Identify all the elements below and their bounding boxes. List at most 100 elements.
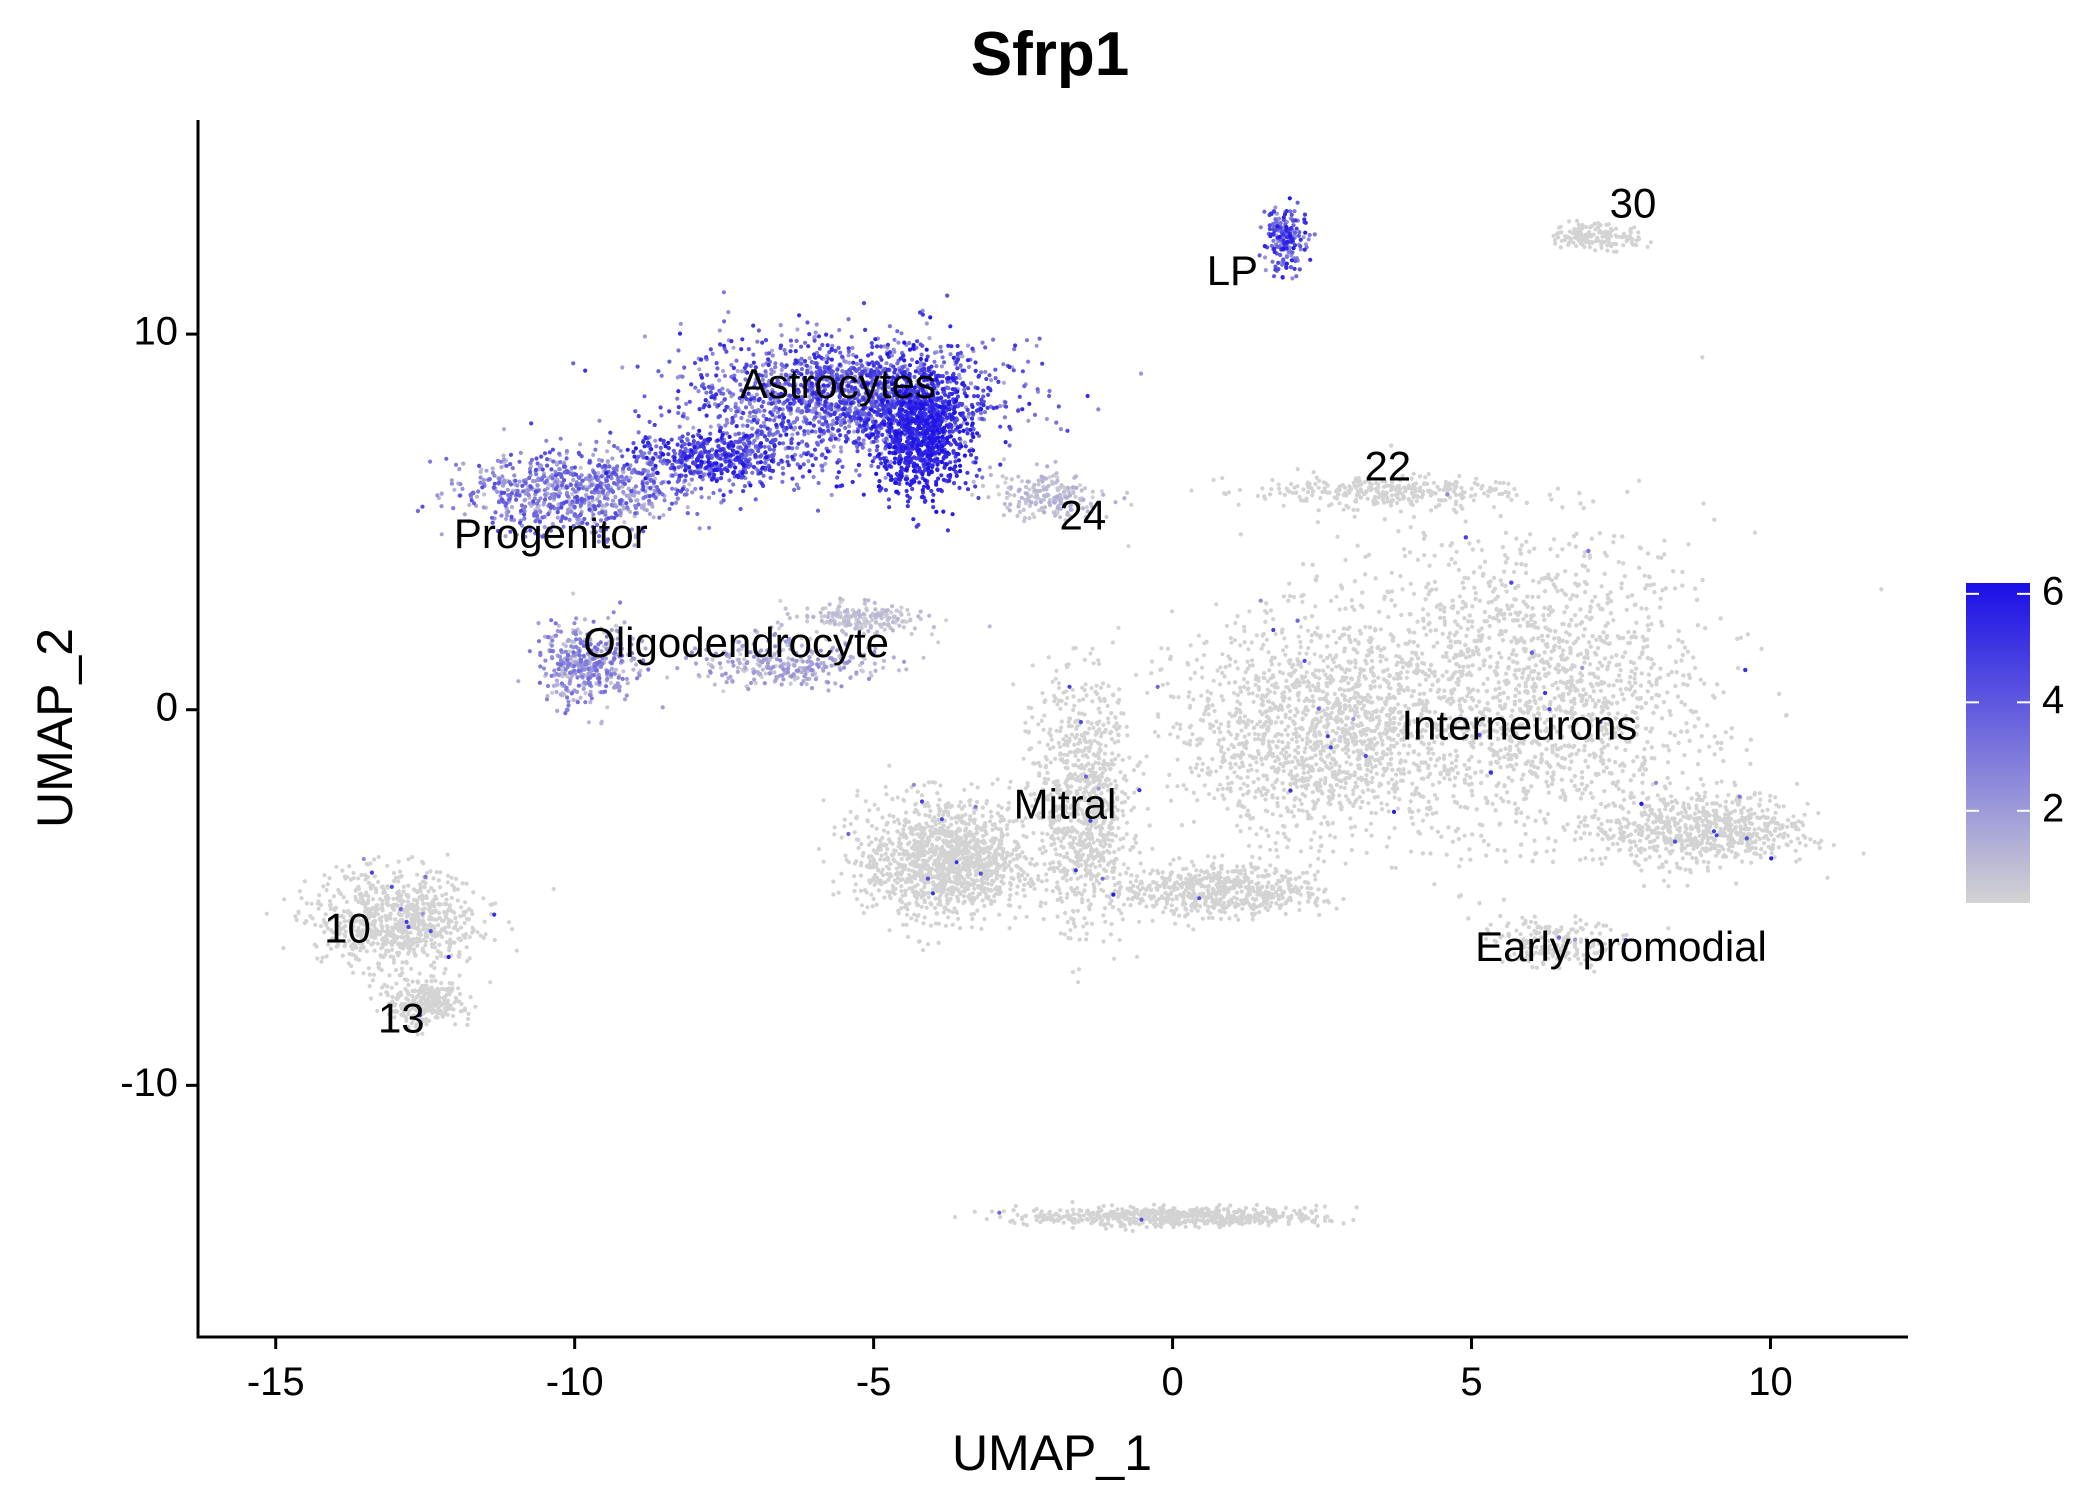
cell-point: [1292, 774, 1297, 780]
cell-point: [1382, 767, 1387, 772]
cell-point: [1519, 810, 1524, 816]
cell-point: [1338, 734, 1343, 740]
cell-point: [1479, 486, 1484, 491]
cell-point: [1416, 656, 1421, 661]
cell-point: [1411, 493, 1416, 498]
cell-point: [1364, 732, 1369, 737]
cell-point: [1330, 728, 1336, 734]
cell-point: [1414, 493, 1419, 498]
cell-point: [1648, 240, 1653, 245]
cell-point: [1530, 859, 1535, 864]
cell-point: [1494, 783, 1499, 788]
cell-point: [1734, 881, 1739, 886]
cell-point: [1464, 672, 1470, 677]
cell-point: [1506, 494, 1511, 499]
cell-point: [1455, 610, 1460, 615]
cell-point: [1165, 681, 1170, 686]
cell-point: [1506, 490, 1511, 495]
cell-point: [1295, 467, 1300, 472]
cell-point: [1294, 490, 1299, 495]
cell-point: [1409, 694, 1414, 699]
cell-point: [1654, 682, 1659, 687]
cell-point: [1406, 485, 1411, 490]
cell-point: [1264, 610, 1269, 616]
cell-point: [1356, 683, 1361, 689]
cell-point: [1529, 669, 1534, 675]
cell-point: [1593, 594, 1598, 599]
cell-point: [1426, 750, 1431, 756]
cell-point: [1363, 554, 1368, 560]
cell-point: [1341, 507, 1346, 512]
cell-point: [1438, 615, 1443, 621]
cell-point: [1295, 784, 1300, 789]
cell-point: [1453, 748, 1458, 754]
cell-point: [1319, 821, 1324, 826]
cell-point: [1523, 649, 1528, 654]
cell-point: [1525, 815, 1530, 820]
cell-point: [1515, 806, 1521, 811]
cell-point: [1344, 771, 1349, 776]
cell-point: [1215, 668, 1220, 673]
cell-point: [1519, 777, 1524, 782]
cell-point: [1396, 682, 1401, 687]
cell-point: [1268, 676, 1273, 681]
cell-point: [1511, 767, 1516, 772]
cell-point: [1567, 219, 1572, 224]
cell-point: [1432, 579, 1437, 585]
cell-point: [1613, 226, 1619, 231]
cell-point: [1507, 748, 1513, 753]
cell-point: [1408, 799, 1413, 804]
cell-point: [1292, 804, 1297, 809]
cell-point: [1171, 695, 1176, 700]
cell-point: [1712, 752, 1717, 757]
cell-point: [1560, 621, 1565, 627]
cell-point: [1564, 668, 1569, 673]
cell-point: [1632, 676, 1637, 681]
cell-point: [1375, 794, 1380, 799]
cell-point: [1455, 826, 1461, 831]
cell-point: [1582, 660, 1587, 665]
cell-point: [1383, 479, 1388, 484]
cell-point: [1429, 508, 1434, 513]
cell-point: [1468, 775, 1473, 780]
cell-point: [1440, 654, 1446, 659]
cell-point: [1265, 777, 1270, 782]
cell-point: [1576, 824, 1581, 829]
cell-point: [1699, 734, 1704, 739]
cell-point: [1325, 676, 1330, 681]
cell-point: [1394, 671, 1400, 677]
cell-point: [1600, 234, 1605, 239]
cell-point: [1324, 644, 1330, 649]
cell-point: [1590, 795, 1595, 800]
cell-point: [1342, 785, 1347, 790]
cell-point: [1301, 487, 1306, 492]
cell-point: [1312, 830, 1317, 835]
cell-point: [1411, 591, 1417, 597]
cell-point: [1406, 751, 1411, 756]
cell-point: [1624, 686, 1629, 691]
cell-point: [1442, 619, 1447, 624]
cell-point: [1286, 837, 1291, 843]
cell-point: [1279, 751, 1284, 756]
cell-point: [1500, 582, 1505, 587]
cell-point: [1353, 476, 1358, 481]
cell-point: [1718, 616, 1723, 621]
cell-point: [1437, 780, 1442, 785]
cell-point: [1447, 481, 1452, 486]
cell-point: [1643, 767, 1649, 772]
cell-point: [1314, 475, 1319, 480]
cell-point: [1353, 658, 1358, 663]
cell-point: [1348, 639, 1353, 645]
cell-point: [1485, 799, 1490, 804]
cell-point: [1485, 773, 1490, 778]
cell-point: [1417, 692, 1422, 697]
cell-point: [1555, 572, 1560, 577]
cell-point: [1373, 576, 1378, 581]
cell-point: [1626, 629, 1631, 635]
cell-point: [1319, 740, 1324, 746]
cell-point: [1187, 690, 1192, 695]
cell-point: [1558, 224, 1563, 229]
cell-point: [1417, 768, 1422, 773]
cell-point: [1420, 660, 1425, 666]
cell-point: [1323, 778, 1328, 784]
